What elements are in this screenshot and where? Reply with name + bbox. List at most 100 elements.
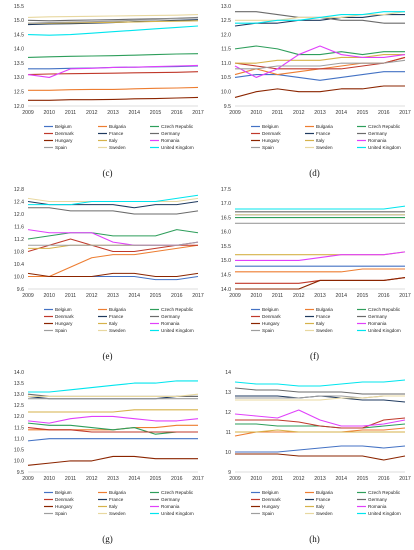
legend-entry: Romania	[368, 321, 387, 326]
y-tick-label: 12.4	[14, 199, 24, 205]
legend-entry: Romania	[368, 504, 387, 509]
legend-entry: Czech Republic	[161, 490, 194, 495]
legend-entry: Sweden	[316, 328, 333, 333]
x-tick-label: 2013	[314, 293, 326, 299]
legend-entry: Denmark	[55, 314, 74, 319]
y-tick-label: 13.0	[221, 4, 231, 10]
y-tick-label: 12.0	[14, 414, 24, 420]
series-line-hungary	[27, 272, 199, 278]
legend-entry: United Kingdom	[161, 328, 194, 333]
x-tick-label: 2013	[314, 110, 326, 116]
y-tick-label: 12	[225, 410, 231, 416]
x-tick-label: 2009	[22, 476, 34, 482]
legend-entry: Italy	[316, 138, 325, 143]
x-tick-label: 2010	[43, 476, 55, 482]
legend-entry: Hungary	[262, 504, 280, 509]
y-tick-label: 11.5	[221, 47, 231, 53]
x-tick-label: 2009	[22, 293, 34, 299]
x-tick-label: 2012	[86, 110, 98, 116]
series-line-hungary	[235, 277, 406, 290]
y-tick-label: 15.0	[14, 18, 24, 24]
y-tick-label: 12.0	[221, 32, 231, 38]
series-line-germany	[234, 387, 405, 395]
legend-entry: Bulgaria	[109, 124, 126, 129]
y-tick-label: 12.0	[14, 104, 24, 110]
legend-entry: Bulgaria	[109, 307, 126, 312]
legend-entry: Denmark	[55, 497, 74, 502]
x-tick-label: 2009	[229, 110, 241, 116]
x-tick-label: 2017	[192, 476, 204, 482]
legend-entry: Italy	[109, 138, 118, 143]
legend-entry: Germany	[161, 314, 181, 319]
y-tick-label: 9.6	[17, 287, 24, 293]
series-line-romania	[27, 64, 199, 78]
y-tick-label: 16.0	[221, 230, 231, 236]
legend-entry: Germany	[368, 314, 388, 319]
y-tick-label: 9.5	[224, 104, 231, 110]
x-tick-label: 2014	[335, 476, 347, 482]
series-line-germany	[28, 207, 199, 215]
x-tick-label: 2014	[128, 110, 140, 116]
legend-entry: United Kingdom	[368, 511, 401, 516]
series-line-italy	[28, 409, 198, 413]
x-tick-label: 2010	[250, 476, 262, 482]
legend-entry: Denmark	[262, 131, 281, 136]
chart-panel-3: 9.6 10.0 10.4 10.8 11.2 11.6 12.0 12.4 12.8 2009 2…	[14, 187, 204, 361]
series-line-italy	[235, 429, 405, 433]
legend-entry: Italy	[109, 321, 118, 326]
series-line-belgium	[27, 438, 198, 442]
x-tick-label: 2012	[293, 476, 305, 482]
legend-entry: Italy	[109, 504, 118, 509]
legend-entry: Sweden	[109, 145, 126, 150]
y-tick-label: 17.0	[221, 201, 231, 207]
legend-entry: Sweden	[316, 145, 333, 150]
panel-label: (c)	[103, 168, 113, 178]
y-tick-label: 12.5	[221, 18, 231, 24]
series-line-denmark	[27, 427, 198, 433]
y-tick-label: 12.8	[14, 187, 24, 193]
series-line-romania	[27, 415, 199, 424]
x-tick-label: 2010	[250, 293, 262, 299]
x-tick-label: 2011	[272, 476, 283, 482]
series-line-italy	[235, 54, 405, 64]
series-line-denmark	[27, 238, 198, 253]
legend-entry: Germany	[161, 131, 181, 136]
legend-entry: Denmark	[262, 497, 281, 502]
legend-entry: Czech Republic	[161, 124, 194, 129]
legend-entry: Romania	[161, 321, 180, 326]
series-line-united-kingdom	[235, 205, 406, 210]
series-line-czech-republic	[27, 229, 199, 240]
x-tick-label: 2012	[86, 476, 98, 482]
legend-entry: France	[109, 314, 124, 319]
series-line-denmark	[27, 71, 199, 76]
x-tick-label: 2015	[150, 476, 162, 482]
y-tick-label: 13	[225, 390, 231, 396]
legend-entry: Belgium	[262, 490, 279, 495]
legend-entry: Bulgaria	[316, 307, 333, 312]
legend-entry: Italy	[316, 504, 325, 509]
y-tick-label: 10.0	[14, 459, 24, 465]
x-tick-label: 2012	[86, 293, 98, 299]
y-tick-label: 14.5	[14, 32, 24, 38]
series-line-bulgaria	[28, 86, 199, 91]
series-line-hungary	[27, 455, 198, 466]
legend-entry: Spain	[262, 511, 274, 516]
legend-entry: United Kingdom	[161, 511, 194, 516]
legend-entry: France	[109, 497, 124, 502]
y-tick-label: 11.0	[221, 61, 231, 67]
chart-panel-6: 9 10 11 12 13 14 2009 2010 2011 2012 2013 2014 2015 2…	[225, 370, 411, 544]
series-line-denmark	[234, 56, 406, 70]
y-tick-label: 10.8	[14, 249, 24, 255]
x-tick-label: 2016	[378, 110, 390, 116]
legend-entry: Romania	[161, 504, 180, 509]
legend-entry: France	[109, 131, 124, 136]
y-tick-label: 13.0	[14, 75, 24, 81]
chart-panel-4: 14.0 14.5 15.0 15.5 16.0 16.5 17.0 17.5 2009 2010…	[221, 187, 411, 361]
y-tick-label: 10	[225, 450, 231, 456]
y-tick-label: 12.5	[14, 403, 24, 409]
series-line-denmark	[235, 417, 406, 429]
x-tick-label: 2014	[335, 110, 347, 116]
x-tick-label: 2011	[65, 293, 76, 299]
y-tick-label: 10.4	[14, 262, 24, 268]
